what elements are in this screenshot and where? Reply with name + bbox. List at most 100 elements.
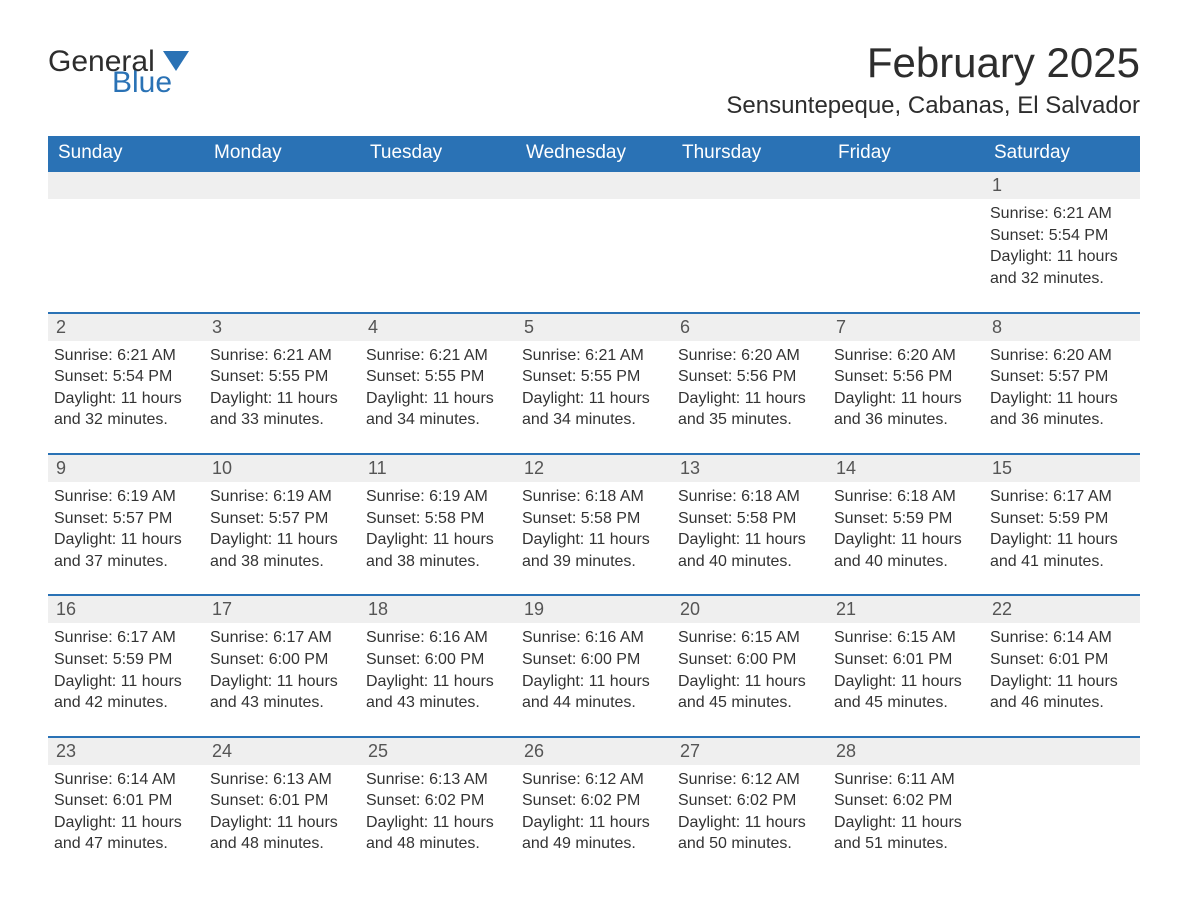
cell-daylight1: Daylight: 11 hours [54,812,198,834]
calendar-cell: 13Sunrise: 6:18 AMSunset: 5:58 PMDayligh… [672,454,828,595]
day-number: 12 [516,455,672,482]
calendar-week-row: 2Sunrise: 6:21 AMSunset: 5:54 PMDaylight… [48,313,1140,454]
cell-sunset: Sunset: 5:58 PM [678,508,822,530]
calendar-week-row: 16Sunrise: 6:17 AMSunset: 5:59 PMDayligh… [48,595,1140,736]
cell-sunset: Sunset: 5:55 PM [210,366,354,388]
cell-daylight2: and 43 minutes. [210,692,354,714]
cell-daylight1: Daylight: 11 hours [366,388,510,410]
calendar-cell: 24Sunrise: 6:13 AMSunset: 6:01 PMDayligh… [204,737,360,877]
cell-sunset: Sunset: 6:00 PM [210,649,354,671]
cell-sunrise: Sunrise: 6:11 AM [834,769,978,791]
weekday-header: Tuesday [360,136,516,171]
weekday-header: Wednesday [516,136,672,171]
day-number: 5 [516,314,672,341]
calendar-cell: 21Sunrise: 6:15 AMSunset: 6:01 PMDayligh… [828,595,984,736]
day-number: 20 [672,596,828,623]
cell-sunrise: Sunrise: 6:20 AM [990,345,1134,367]
cell-daylight2: and 43 minutes. [366,692,510,714]
day-number: 16 [48,596,204,623]
cell-daylight2: and 37 minutes. [54,551,198,573]
calendar-table: SundayMondayTuesdayWednesdayThursdayFrid… [48,136,1140,877]
cell-daylight1: Daylight: 11 hours [366,529,510,551]
cell-sunset: Sunset: 6:01 PM [990,649,1134,671]
cell-daylight1: Daylight: 11 hours [366,812,510,834]
cell-daylight2: and 46 minutes. [990,692,1134,714]
cell-sunset: Sunset: 6:00 PM [366,649,510,671]
cell-daylight1: Daylight: 11 hours [210,812,354,834]
calendar-cell: 11Sunrise: 6:19 AMSunset: 5:58 PMDayligh… [360,454,516,595]
cell-daylight2: and 41 minutes. [990,551,1134,573]
calendar-cell: 4 Sunrise: 6:21 AMSunset: 5:55 PMDaylight… [360,313,516,454]
day-number [672,172,828,199]
weekday-header: Sunday [48,136,204,171]
cell-sunrise: Sunrise: 6:15 AM [678,627,822,649]
cell-sunrise: Sunrise: 6:20 AM [834,345,978,367]
cell-sunrise: Sunrise: 6:18 AM [522,486,666,508]
day-number: 4 [360,314,516,341]
cell-daylight2: and 32 minutes. [990,268,1134,290]
day-number: 26 [516,738,672,765]
cell-sunrise: Sunrise: 6:19 AM [366,486,510,508]
cell-daylight1: Daylight: 11 hours [366,671,510,693]
cell-sunrise: Sunrise: 6:12 AM [522,769,666,791]
cell-sunrise: Sunrise: 6:20 AM [678,345,822,367]
day-number: 10 [204,455,360,482]
cell-sunrise: Sunrise: 6:21 AM [210,345,354,367]
calendar-cell [828,171,984,312]
cell-sunset: Sunset: 5:54 PM [990,225,1134,247]
cell-sunset: Sunset: 5:55 PM [366,366,510,388]
cell-daylight2: and 49 minutes. [522,833,666,855]
day-number [828,172,984,199]
cell-daylight1: Daylight: 11 hours [834,671,978,693]
day-number [516,172,672,199]
cell-daylight1: Daylight: 11 hours [678,812,822,834]
cell-daylight1: Daylight: 11 hours [210,388,354,410]
header: General Blue February 2025 Sensuntepeque… [48,40,1140,130]
calendar-cell: 12 Sunrise: 6:18 AMSunset: 5:58 PMDayligh… [516,454,672,595]
calendar-cell: 14Sunrise: 6:18 AMSunset: 5:59 PMDayligh… [828,454,984,595]
cell-sunset: Sunset: 5:55 PM [522,366,666,388]
cell-sunset: Sunset: 6:00 PM [522,649,666,671]
cell-sunrise: Sunrise: 6:21 AM [366,345,510,367]
page-title: February 2025 [726,40,1140,86]
weekday-header: Thursday [672,136,828,171]
cell-daylight2: and 35 minutes. [678,409,822,431]
day-number: 18 [360,596,516,623]
cell-sunset: Sunset: 6:02 PM [522,790,666,812]
cell-daylight2: and 33 minutes. [210,409,354,431]
cell-daylight2: and 48 minutes. [210,833,354,855]
day-number: 24 [204,738,360,765]
cell-sunrise: Sunrise: 6:21 AM [990,203,1134,225]
cell-daylight1: Daylight: 11 hours [210,671,354,693]
cell-daylight1: Daylight: 11 hours [522,529,666,551]
day-number: 6 [672,314,828,341]
cell-sunset: Sunset: 5:57 PM [990,366,1134,388]
brand-logo: General Blue [48,48,189,96]
weekday-header: Saturday [984,136,1140,171]
cell-daylight2: and 34 minutes. [366,409,510,431]
cell-sunset: Sunset: 6:02 PM [834,790,978,812]
cell-sunset: Sunset: 5:58 PM [522,508,666,530]
cell-daylight2: and 40 minutes. [834,551,978,573]
cell-daylight1: Daylight: 11 hours [990,246,1134,268]
calendar-cell: 16Sunrise: 6:17 AMSunset: 5:59 PMDayligh… [48,595,204,736]
cell-sunset: Sunset: 5:59 PM [834,508,978,530]
calendar-cell [48,171,204,312]
cell-sunset: Sunset: 6:02 PM [678,790,822,812]
cell-sunrise: Sunrise: 6:14 AM [54,769,198,791]
cell-daylight1: Daylight: 11 hours [678,388,822,410]
day-number: 14 [828,455,984,482]
calendar-week-row: 23Sunrise: 6:14 AMSunset: 6:01 PMDayligh… [48,737,1140,877]
cell-sunset: Sunset: 6:00 PM [678,649,822,671]
cell-sunset: Sunset: 6:02 PM [366,790,510,812]
calendar-cell: 15Sunrise: 6:17 AMSunset: 5:59 PMDayligh… [984,454,1140,595]
calendar-cell [204,171,360,312]
day-number: 27 [672,738,828,765]
calendar-cell [984,737,1140,877]
cell-sunset: Sunset: 5:57 PM [54,508,198,530]
cell-sunset: Sunset: 5:54 PM [54,366,198,388]
cell-sunrise: Sunrise: 6:16 AM [366,627,510,649]
cell-sunrise: Sunrise: 6:19 AM [210,486,354,508]
calendar-cell: 20Sunrise: 6:15 AMSunset: 6:00 PMDayligh… [672,595,828,736]
cell-daylight2: and 36 minutes. [834,409,978,431]
